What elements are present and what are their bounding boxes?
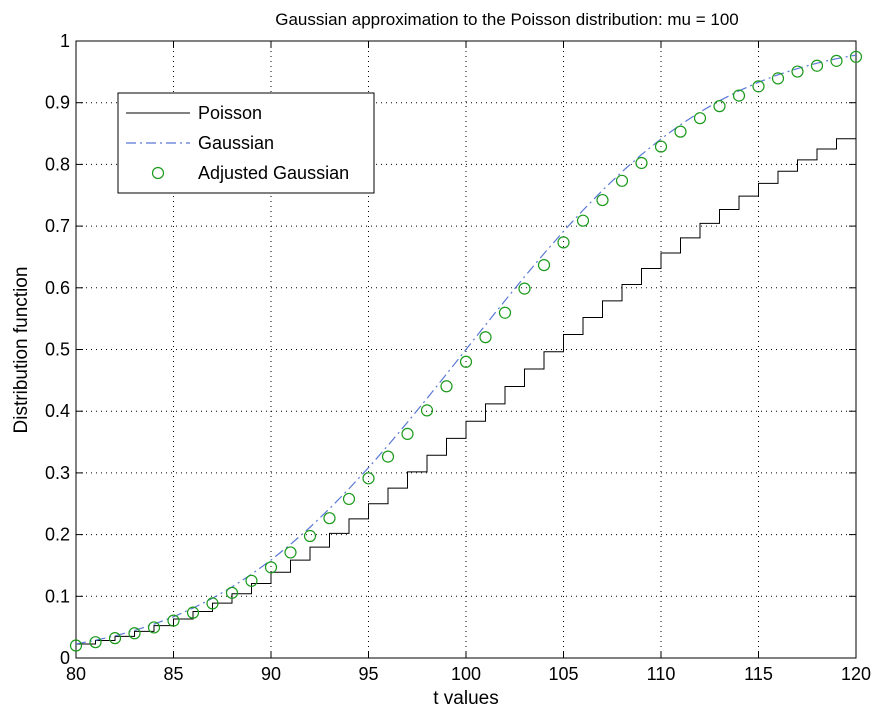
x-tick-label: 80: [66, 664, 86, 684]
y-tick-label: 0.6: [45, 278, 70, 298]
x-tick-label: 100: [451, 664, 481, 684]
adjusted-gaussian-point: [401, 427, 414, 441]
y-tick-label: 1: [60, 31, 70, 51]
adjusted-gaussian-point: [323, 512, 336, 525]
adjusted-gaussian-point: [752, 80, 765, 93]
x-tick-label: 85: [163, 664, 183, 684]
legend-label-adjusted-gaussian: Adjusted Gaussian: [198, 163, 349, 183]
y-axis-label: Distribution function: [11, 267, 32, 434]
adjusted-gaussian-point: [69, 639, 83, 652]
adjusted-gaussian-point: [557, 236, 570, 249]
legend-label-gaussian: Gaussian: [198, 133, 274, 153]
y-tick-label: 0.1: [45, 586, 70, 606]
x-tick-label: 115: [744, 664, 773, 684]
adjusted-gaussian-point: [771, 72, 785, 85]
adjusted-gaussian-point: [381, 450, 395, 463]
x-tick-label: 120: [841, 664, 871, 684]
y-tick-label: 0.9: [45, 93, 70, 113]
ticks: 80 85 90 95 100 105 110 115 120 0 0.1 0.2 0.3 0.4 0.5 0…: [45, 31, 871, 684]
adjusted-gaussian-point: [284, 546, 297, 559]
x-tick-label: 105: [548, 664, 578, 684]
adjusted-gaussian-point: [264, 561, 278, 574]
adjusted-gaussian-point: [147, 621, 161, 634]
adjusted-gaussian-point: [186, 606, 200, 619]
adjusted-gaussian-point: [342, 492, 356, 506]
adjusted-gaussian-point: [225, 586, 239, 599]
gaussian-series-line: [75, 54, 857, 645]
adjusted-gaussian-point: [674, 125, 687, 138]
adjusted-gaussian-point: [518, 282, 531, 295]
adjusted-gaussian-point: [713, 100, 726, 113]
adjusted-gaussian-point: [108, 632, 122, 645]
x-tick-label: 110: [647, 664, 676, 684]
series: [69, 50, 863, 652]
adjusted-gaussian-point: [537, 258, 551, 272]
adjusted-gaussian-point: [693, 112, 707, 125]
adjusted-gaussian-point: [89, 636, 102, 649]
adjusted-gaussian-point: [459, 355, 473, 368]
adjusted-gaussian-point: [849, 50, 863, 63]
adjusted-gaussian-point: [303, 529, 317, 543]
adjusted-gaussian-point: [498, 306, 512, 319]
adjusted-gaussian-point: [362, 472, 375, 485]
y-tick-label: 0.5: [45, 340, 70, 360]
adjusted-gaussian-point: [635, 156, 648, 170]
adjusted-gaussian-point: [440, 380, 453, 393]
y-tick-label: 0.8: [45, 154, 70, 174]
legend-label-poisson: Poisson: [198, 103, 262, 123]
adjusted-gaussian-point: [596, 193, 609, 207]
y-tick-label: 0.2: [45, 525, 70, 545]
adjusted-gaussian-point: [732, 89, 746, 102]
adjusted-gaussian-point: [167, 614, 180, 627]
legend-swatch-adjusted-gaussian: [151, 166, 165, 180]
y-tick-label: 0.3: [45, 463, 70, 483]
y-tick-label: 0: [60, 648, 70, 668]
adjusted-gaussian-point: [810, 59, 824, 72]
adjusted-gaussian-point: [479, 331, 492, 344]
x-tick-label: 95: [358, 664, 378, 684]
adjusted-gaussian-point: [791, 65, 804, 78]
x-tick-label: 90: [261, 664, 281, 684]
adjusted-gaussian-point: [128, 627, 141, 640]
adjusted-gaussian-point: [206, 597, 219, 610]
adjusted-gaussian-point: [654, 140, 668, 153]
legend: Poisson Gaussian Adjusted Gaussian: [117, 92, 375, 194]
y-tick-label: 0.4: [45, 401, 70, 421]
adjusted-gaussian-point: [420, 404, 434, 417]
adjusted-gaussian-point: [576, 214, 590, 227]
adjusted-gaussian-point: [615, 174, 629, 187]
x-axis-label: t values: [433, 688, 498, 709]
adjusted-gaussian-point: [245, 574, 258, 587]
adjusted-gaussian-point: [830, 54, 843, 67]
y-tick-label: 0.7: [45, 216, 70, 236]
chart-title: Gaussian approximation to the Poisson di…: [275, 10, 739, 29]
